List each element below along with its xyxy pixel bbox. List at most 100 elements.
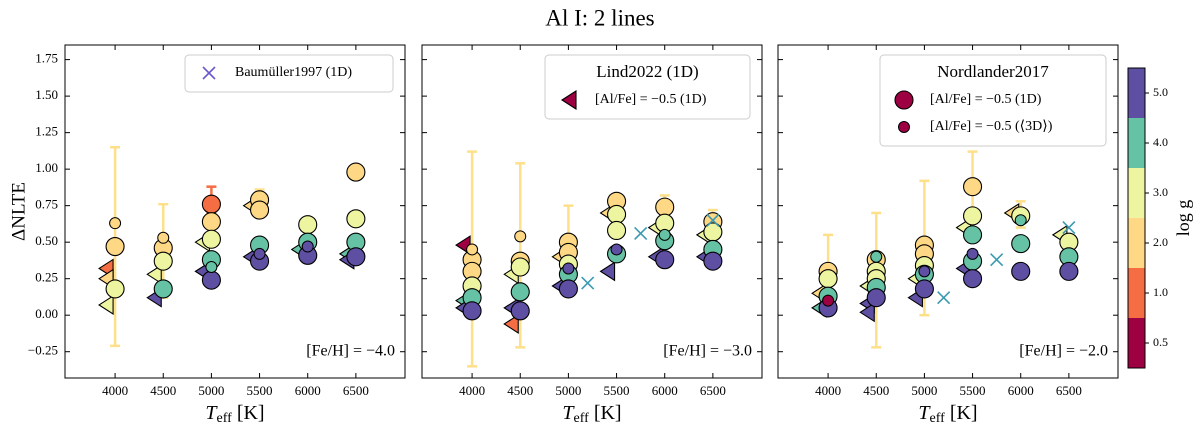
small-circle-marker bbox=[466, 243, 479, 256]
small-circle-marker bbox=[1014, 214, 1027, 227]
cross-marker bbox=[581, 276, 595, 290]
y-tick-label: 0.75 bbox=[35, 197, 58, 212]
small-circle-marker bbox=[658, 228, 671, 241]
circle-marker bbox=[510, 257, 530, 277]
circle-marker bbox=[462, 301, 482, 321]
circle-marker bbox=[510, 301, 530, 321]
legend-box bbox=[184, 54, 394, 93]
cross-marker bbox=[634, 226, 648, 240]
x-tick-label: 5000 bbox=[911, 383, 937, 398]
x-label-subscript: eff bbox=[217, 411, 233, 425]
circle-marker bbox=[1011, 261, 1031, 281]
legend-title: Nordlander2017 bbox=[937, 62, 1049, 81]
circle-marker bbox=[655, 197, 675, 217]
circle-marker bbox=[1059, 261, 1079, 281]
legend-box bbox=[544, 54, 751, 120]
legend-marker bbox=[894, 90, 914, 110]
circle-marker bbox=[963, 206, 983, 226]
x-tick-label: 5500 bbox=[604, 383, 630, 398]
circle-marker bbox=[607, 220, 627, 241]
circle-marker bbox=[963, 177, 983, 197]
colorbar-label: log g bbox=[1173, 200, 1193, 237]
x-tick-label: 4000 bbox=[815, 383, 841, 398]
x-tick-label: 6500 bbox=[700, 383, 726, 398]
circle-marker bbox=[153, 279, 173, 299]
colorbar-tick-label: 5.0 bbox=[1153, 85, 1168, 99]
colorbar-tick-label: 4.0 bbox=[1153, 135, 1168, 149]
small-circle-marker bbox=[157, 231, 170, 244]
legend-marker bbox=[560, 89, 577, 111]
small-circle-marker bbox=[205, 261, 218, 273]
colorbar-band bbox=[1128, 68, 1145, 118]
y-tick-label: 0.50 bbox=[35, 233, 58, 248]
y-tick-label: 1.00 bbox=[35, 160, 58, 175]
y-tick-label: 0.25 bbox=[35, 270, 58, 285]
x-tick-label: 6000 bbox=[295, 383, 321, 398]
x-tick-label: 4000 bbox=[459, 383, 485, 398]
annotation: [Fe/H] = −2.0 bbox=[1019, 343, 1108, 360]
circle-marker bbox=[250, 200, 270, 220]
plot-frame bbox=[777, 44, 1119, 379]
x-label-unit: [K] bbox=[232, 402, 265, 424]
circle-marker bbox=[703, 251, 723, 271]
colorbar-tick-label: 0.5 bbox=[1153, 335, 1168, 349]
small-circle-marker bbox=[253, 247, 266, 260]
y-tick-label: 1.75 bbox=[35, 51, 58, 66]
colorbar-band bbox=[1128, 168, 1145, 218]
x-label-symbol: T bbox=[918, 402, 931, 424]
colorbar-band bbox=[1128, 268, 1145, 318]
figure-title: Al I: 2 lines bbox=[545, 5, 654, 30]
colorbar-tick-label: 1.0 bbox=[1153, 285, 1168, 299]
colorbar-tick-label: 3.0 bbox=[1153, 185, 1168, 199]
x-axis-label: Teff [K] bbox=[562, 402, 621, 425]
circle-marker bbox=[1011, 234, 1031, 254]
circle-marker bbox=[201, 212, 221, 232]
triangle-marker bbox=[503, 313, 519, 334]
x-tick-label: 6000 bbox=[652, 383, 678, 398]
circle-marker bbox=[346, 209, 366, 229]
y-tick-label: 1.50 bbox=[35, 87, 58, 102]
circle-marker bbox=[818, 269, 838, 289]
y-tick-label: 0.00 bbox=[35, 306, 58, 321]
legend-marker bbox=[202, 66, 216, 80]
circle-marker bbox=[607, 204, 627, 224]
plot-frame bbox=[64, 44, 406, 379]
x-axis-label: Teff [K] bbox=[205, 402, 264, 425]
y-axis-label: ΔNLTE bbox=[8, 182, 29, 241]
legend-label: Baumüller1997 (1D) bbox=[235, 65, 352, 80]
small-circle-marker bbox=[870, 250, 883, 263]
y-tick-label: −0.25 bbox=[28, 343, 58, 358]
y-tick-label: 1.25 bbox=[35, 124, 58, 139]
x-tick-label: 5500 bbox=[247, 383, 273, 398]
circle-marker bbox=[510, 282, 530, 302]
cross-marker bbox=[706, 213, 720, 227]
circle-marker bbox=[201, 229, 221, 249]
triangle-marker bbox=[98, 294, 114, 315]
legend-label: [Al/Fe] = −0.5 (1D) bbox=[595, 92, 707, 107]
x-tick-label: 5000 bbox=[198, 383, 224, 398]
x-tick-label: 4500 bbox=[507, 383, 533, 398]
x-tick-label: 5000 bbox=[555, 383, 581, 398]
x-label-unit: [K] bbox=[589, 402, 622, 424]
circle-marker bbox=[558, 279, 578, 299]
triangle-marker bbox=[859, 302, 875, 323]
circle-marker bbox=[963, 225, 983, 245]
x-tick-label: 4500 bbox=[150, 383, 176, 398]
cross-marker bbox=[990, 253, 1004, 267]
circle-marker bbox=[201, 194, 221, 214]
circle-marker bbox=[105, 237, 125, 257]
legend-marker bbox=[898, 121, 910, 133]
colorbar-band bbox=[1128, 218, 1145, 268]
small-circle-marker bbox=[610, 243, 623, 256]
x-label-symbol: T bbox=[205, 402, 218, 424]
x-label-unit: [K] bbox=[945, 402, 978, 424]
cross-marker bbox=[937, 291, 951, 305]
plot-frame bbox=[421, 44, 763, 379]
colorbar-tick-label: 2.0 bbox=[1153, 235, 1168, 249]
circle-marker bbox=[914, 279, 934, 299]
circle-marker bbox=[346, 247, 366, 267]
circle-marker bbox=[963, 269, 983, 289]
circle-marker bbox=[866, 288, 886, 308]
legend-label: [Al/Fe] = −0.5 (⟨3D⟩) bbox=[930, 119, 1053, 134]
colorbar-band bbox=[1128, 118, 1145, 168]
